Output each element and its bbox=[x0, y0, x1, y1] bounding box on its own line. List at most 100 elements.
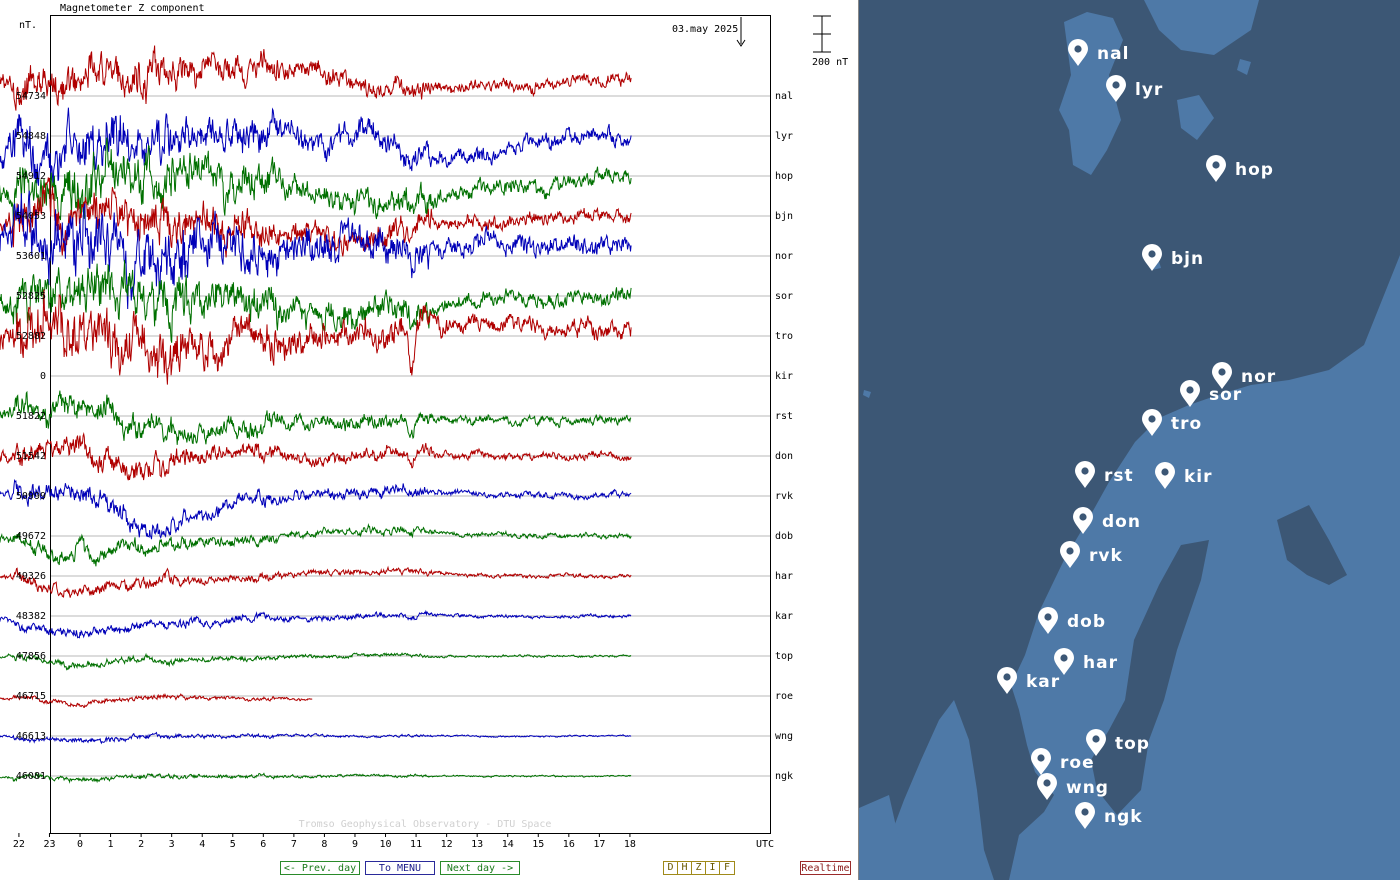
x-tick-label-9: 9 bbox=[352, 839, 358, 850]
map-pin-hole bbox=[1161, 468, 1169, 476]
y-unit-label: nT. bbox=[19, 20, 37, 31]
station-marker-label: nor bbox=[1241, 367, 1276, 387]
next-day-button[interactable]: Next day -> bbox=[440, 861, 520, 875]
trace-sor bbox=[0, 259, 632, 343]
x-tick-label-23: 23 bbox=[43, 839, 55, 850]
station-labels: nal lyr hop bjn nor sor tro kir rst don rvk dob har k… bbox=[775, 91, 793, 782]
map-pin-hole bbox=[1092, 735, 1100, 743]
baseline-label-don: 51542 bbox=[16, 451, 46, 462]
x-ticks: 202122230123456789101112131415161718 bbox=[13, 833, 636, 850]
date-label: 03.may 2025 bbox=[672, 24, 738, 35]
x-tick-label-16: 16 bbox=[563, 839, 575, 850]
station-marker-nal[interactable]: nal bbox=[1068, 39, 1129, 66]
menu-button[interactable]: To MENU bbox=[365, 861, 435, 875]
station-marker-wng[interactable]: wng bbox=[1037, 773, 1109, 800]
station-label-top: top bbox=[775, 651, 793, 662]
station-marker-nor[interactable]: nor bbox=[1212, 362, 1276, 389]
trace-rst bbox=[0, 390, 632, 445]
trace-roe bbox=[0, 692, 313, 708]
baseline-label-rst: 51822 bbox=[16, 411, 46, 422]
component-h-button[interactable]: H bbox=[678, 862, 692, 874]
baseline-label-nor: 53601 bbox=[16, 251, 46, 262]
trace-lyr bbox=[0, 107, 632, 188]
map-pin-hole bbox=[1066, 547, 1074, 555]
station-marker-label: wng bbox=[1066, 778, 1109, 798]
land bbox=[859, 0, 1400, 880]
magnetogram-panel: Magnetometer Z component nT. 03.may 2025… bbox=[0, 0, 859, 880]
x-tick-label-10: 10 bbox=[379, 839, 391, 850]
station-marker-label: kir bbox=[1184, 467, 1213, 487]
station-marker-rst[interactable]: rst bbox=[1075, 461, 1134, 488]
station-label-lyr: lyr bbox=[775, 131, 793, 142]
station-marker-top[interactable]: top bbox=[1086, 729, 1150, 756]
station-marker-label: hop bbox=[1235, 160, 1274, 180]
prev-day-button[interactable]: <- Prev. day bbox=[280, 861, 360, 875]
component-f-button[interactable]: F bbox=[723, 862, 731, 873]
station-marker-label: kar bbox=[1026, 672, 1060, 692]
component-z-button[interactable]: Z bbox=[692, 862, 706, 874]
trace-bjn bbox=[0, 177, 632, 258]
station-label-kir: kir bbox=[775, 371, 793, 382]
realtime-button[interactable]: Realtime bbox=[800, 861, 851, 875]
station-marker-label: bjn bbox=[1171, 249, 1204, 269]
station-marker-tro[interactable]: tro bbox=[1142, 409, 1202, 436]
trace-hop bbox=[0, 137, 632, 227]
trace-nal bbox=[0, 45, 632, 111]
x-tick-label-12: 12 bbox=[441, 839, 453, 850]
plot-frame bbox=[50, 15, 771, 834]
station-marker-lyr[interactable]: lyr bbox=[1106, 75, 1163, 102]
baseline-label-har: 49326 bbox=[16, 571, 46, 582]
station-marker-bjn[interactable]: bjn bbox=[1142, 244, 1204, 271]
station-marker-label: ngk bbox=[1104, 807, 1143, 827]
x-tick-label-3: 3 bbox=[169, 839, 175, 850]
station-marker-har[interactable]: har bbox=[1054, 648, 1118, 675]
x-tick-label-8: 8 bbox=[321, 839, 327, 850]
x-tick-label-2: 2 bbox=[138, 839, 144, 850]
station-label-roe: roe bbox=[775, 691, 793, 702]
trace-nor bbox=[0, 190, 632, 310]
station-map: nal lyr hop bjn nor sor tro rst kir don rvk dob har k… bbox=[859, 0, 1400, 880]
map-pin-hole bbox=[1060, 654, 1068, 662]
station-marker-label: tro bbox=[1171, 414, 1202, 434]
station-label-wng: wng bbox=[775, 731, 793, 742]
baseline-label-dob: 49672 bbox=[16, 531, 46, 542]
date-arrow bbox=[736, 17, 746, 47]
station-label-don: don bbox=[775, 451, 793, 462]
map-pin-hole bbox=[1037, 754, 1045, 762]
station-marker-kar[interactable]: kar bbox=[997, 667, 1060, 694]
station-marker-hop[interactable]: hop bbox=[1206, 155, 1274, 182]
station-marker-label: rst bbox=[1104, 466, 1134, 486]
traces bbox=[0, 45, 632, 784]
baseline-label-top: 47856 bbox=[16, 651, 46, 662]
station-marker-ngk[interactable]: ngk bbox=[1075, 802, 1143, 829]
baseline-label-sor: 52825 bbox=[16, 291, 46, 302]
trace-wng bbox=[0, 731, 632, 745]
baseline-label-wng: 46613 bbox=[16, 731, 46, 742]
station-label-nor: nor bbox=[775, 251, 793, 262]
station-label-rvk: rvk bbox=[775, 491, 793, 502]
inland-water bbox=[1091, 505, 1347, 815]
baseline-label-tro: 52882 bbox=[16, 331, 46, 342]
station-marker-roe[interactable]: roe bbox=[1031, 748, 1095, 775]
baseline-label-hop: 54912 bbox=[16, 171, 46, 182]
station-marker-label: lyr bbox=[1135, 80, 1163, 100]
trace-dob bbox=[0, 523, 632, 567]
x-tick-label-0: 0 bbox=[77, 839, 83, 850]
station-marker-kir[interactable]: kir bbox=[1155, 462, 1213, 489]
station-label-bjn: bjn bbox=[775, 211, 793, 222]
station-marker-label: sor bbox=[1209, 385, 1242, 405]
map-pin-hole bbox=[1074, 45, 1082, 53]
map-pin-hole bbox=[1043, 779, 1051, 787]
station-marker-sor[interactable]: sor bbox=[1180, 380, 1242, 407]
scale-bar bbox=[813, 15, 831, 53]
station-marker-rvk[interactable]: rvk bbox=[1060, 541, 1123, 568]
trace-har bbox=[0, 565, 632, 598]
component-d-button[interactable]: D bbox=[664, 862, 678, 874]
map-pin-hole bbox=[1148, 415, 1156, 423]
x-unit-label: UTC bbox=[756, 839, 774, 850]
magnetogram-chart: Magnetometer Z component nT. 03.may 2025… bbox=[0, 3, 848, 850]
component-i-button[interactable]: I bbox=[706, 862, 720, 874]
station-marker-dob[interactable]: dob bbox=[1038, 607, 1106, 634]
baseline-label-roe: 46715 bbox=[16, 691, 46, 702]
station-marker-don[interactable]: don bbox=[1073, 507, 1141, 534]
